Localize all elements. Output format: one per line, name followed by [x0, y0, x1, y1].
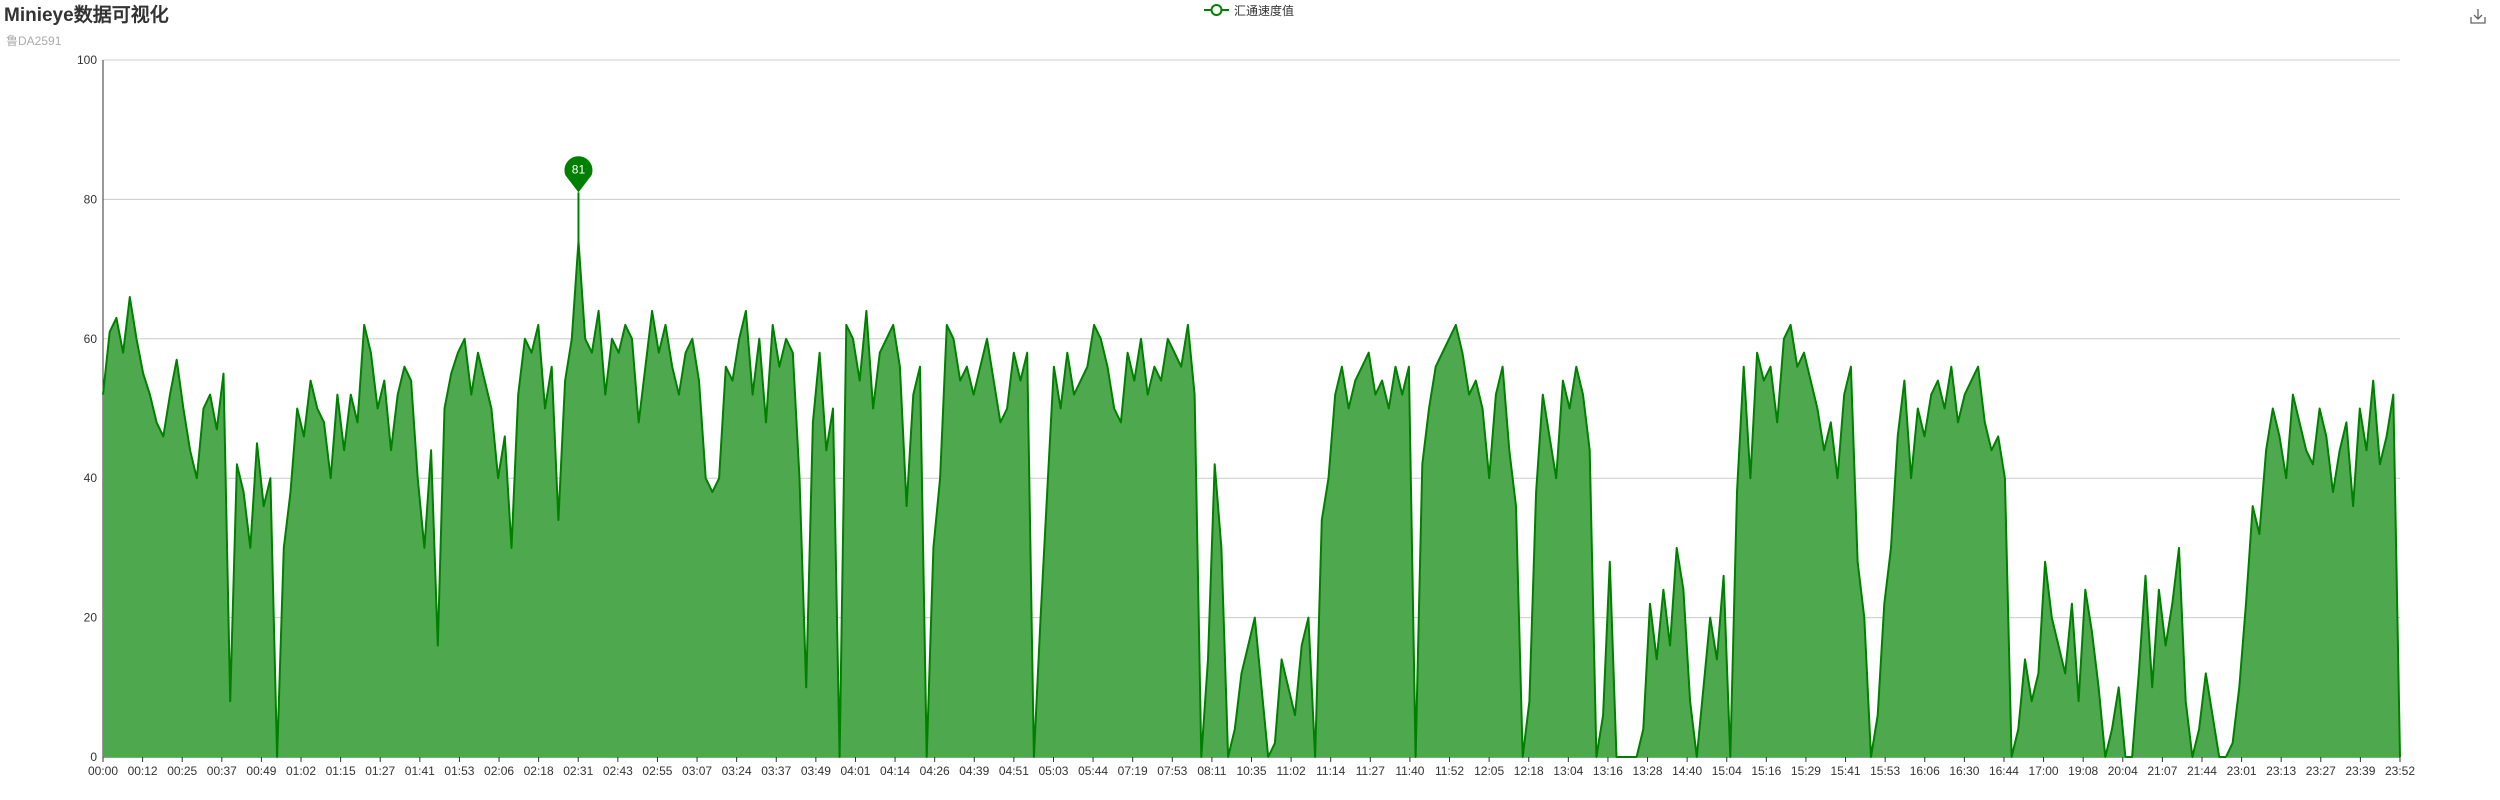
y-tick-label: 40: [84, 471, 98, 485]
x-tick-label: 03:07: [682, 764, 712, 778]
x-tick-label: 01:02: [286, 764, 316, 778]
x-tick-label: 02:31: [563, 764, 593, 778]
x-tick-label: 00:25: [167, 764, 197, 778]
y-tick-label: 80: [84, 192, 98, 206]
x-tick-label: 15:04: [1712, 764, 1742, 778]
x-tick-label: 03:37: [761, 764, 791, 778]
x-tick-label: 20:04: [2108, 764, 2138, 778]
x-tick-label: 14:40: [1672, 764, 1702, 778]
x-tick-label: 00:37: [207, 764, 237, 778]
x-tick-label: 11:14: [1316, 764, 1345, 778]
max-point-pin: [564, 156, 593, 193]
x-tick-label: 03:49: [801, 764, 831, 778]
x-tick-label: 11:52: [1435, 764, 1464, 778]
x-tick-label: 13:04: [1553, 764, 1583, 778]
x-tick-label: 11:02: [1277, 764, 1306, 778]
x-tick-label: 21:44: [2187, 764, 2217, 778]
x-tick-label: 04:51: [999, 764, 1029, 778]
x-tick-label: 02:43: [603, 764, 633, 778]
x-tick-label: 23:13: [2266, 764, 2296, 778]
x-tick-label: 00:12: [128, 764, 158, 778]
x-tick-label: 01:53: [444, 764, 474, 778]
download-icon: [2470, 9, 2486, 24]
x-tick-label: 04:14: [880, 764, 910, 778]
y-tick-label: 0: [90, 750, 97, 764]
y-tick-label: 20: [84, 611, 98, 625]
x-tick-label: 00:00: [88, 764, 118, 778]
x-tick-label: 03:24: [722, 764, 752, 778]
chart-title: Minieye数据可视化: [4, 5, 169, 26]
x-tick-label: 16:06: [1910, 764, 1940, 778]
x-tick-label: 15:53: [1870, 764, 1900, 778]
x-tick-label: 04:01: [840, 764, 870, 778]
x-tick-label: 12:05: [1474, 764, 1504, 778]
save-as-image-button[interactable]: [2468, 6, 2488, 26]
x-tick-label: 17:00: [2029, 764, 2059, 778]
x-tick-label: 11:27: [1356, 764, 1385, 778]
x-tick-label: 16:30: [1949, 764, 1979, 778]
series-line: [102, 240, 2401, 758]
x-tick-label: 07:19: [1118, 764, 1148, 778]
x-tick-label: 13:16: [1593, 764, 1623, 778]
x-tick-label: 08:11: [1197, 764, 1226, 778]
y-tick-label: 60: [84, 332, 98, 346]
x-tick-label: 23:39: [2345, 764, 2375, 778]
x-tick-label: 01:27: [365, 764, 395, 778]
x-tick-label: 02:18: [524, 764, 554, 778]
max-point-label: 81: [572, 162, 586, 176]
x-tick-label: 23:27: [2306, 764, 2336, 778]
x-tick-label: 21:07: [2147, 764, 2177, 778]
x-tick-label: 05:44: [1078, 764, 1108, 778]
x-tick-label: 12:18: [1514, 764, 1544, 778]
x-tick-label: 01:41: [405, 764, 435, 778]
x-tick-label: 04:26: [920, 764, 950, 778]
x-tick-label: 04:39: [959, 764, 989, 778]
x-tick-label: 00:49: [246, 764, 276, 778]
x-tick-label: 01:15: [326, 764, 356, 778]
x-tick-label: 19:08: [2068, 764, 2098, 778]
x-tick-label: 02:06: [484, 764, 514, 778]
chart-subtitle: 鲁DA2591: [6, 34, 62, 48]
x-tick-label: 10:35: [1236, 764, 1266, 778]
x-tick-label: 23:52: [2385, 764, 2415, 778]
legend-line-icon: [1204, 4, 1229, 16]
x-tick-label: 15:16: [1751, 764, 1781, 778]
x-tick-label: 07:53: [1157, 764, 1187, 778]
x-tick-label: 15:29: [1791, 764, 1821, 778]
series-area: [103, 241, 2400, 757]
legend-label: 汇通速度值: [1234, 3, 1295, 18]
x-tick-label: 05:03: [1038, 764, 1068, 778]
x-tick-label: 02:55: [642, 764, 672, 778]
x-tick-label: 15:41: [1831, 764, 1861, 778]
x-tick-label: 23:01: [2227, 764, 2257, 778]
legend-item-speed[interactable]: 汇通速度值: [1204, 2, 1294, 18]
x-tick-label: 11:40: [1395, 764, 1424, 778]
y-tick-label: 100: [77, 53, 97, 67]
x-tick-label: 16:44: [1989, 764, 2019, 778]
x-tick-label: 13:28: [1633, 764, 1663, 778]
